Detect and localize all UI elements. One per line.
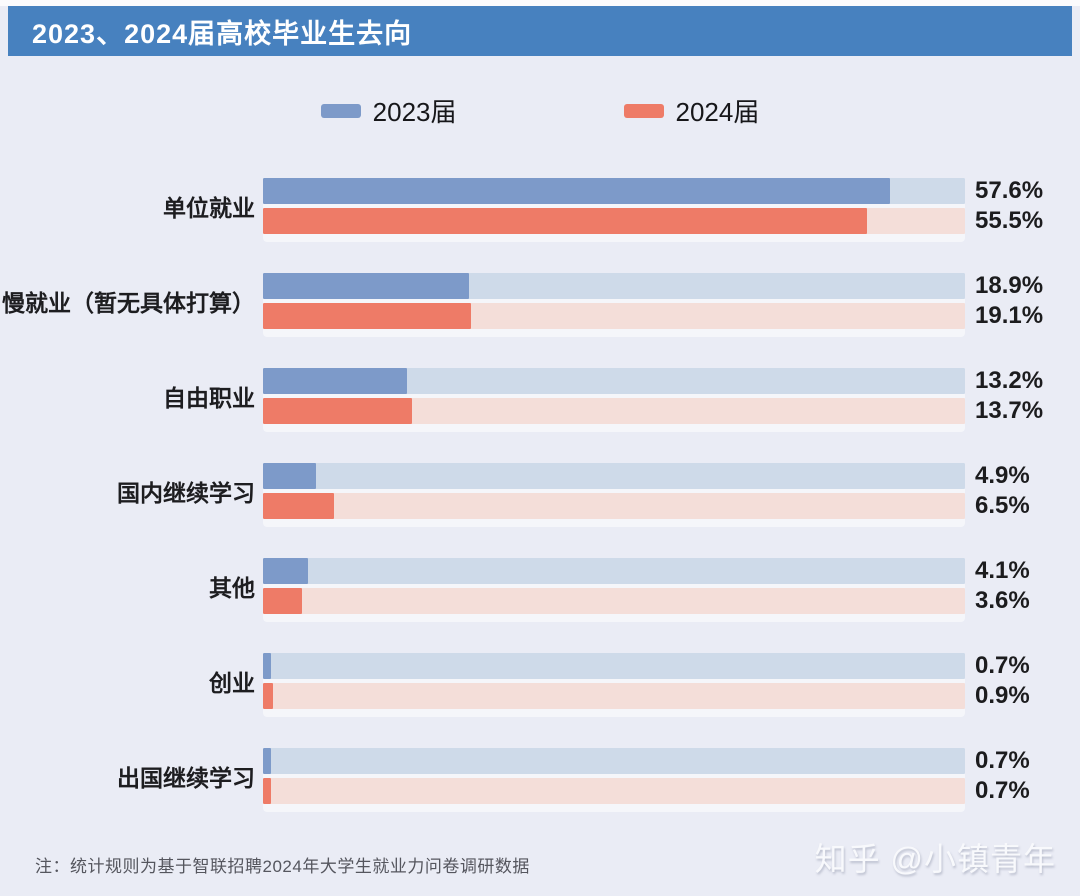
bar-track-2023 [263,463,965,489]
bar-track-2023 [263,653,965,679]
watermark: 知乎 @小镇青年 [814,841,1056,877]
bar-group: 出国继续学习 0.7% 0.7% [0,748,1080,843]
category-label: 出国继续学习 [117,765,255,791]
value-label-2024: 6.5% [975,492,1030,519]
bar-2023 [263,558,308,584]
footnote: 注：统计规则为基于智联招聘2024年大学生就业力问卷调研数据 [35,857,530,876]
value-labels: 4.1% 3.6% [975,558,1030,614]
value-labels: 4.9% 6.5% [975,463,1030,519]
value-label-2023: 0.7% [975,747,1030,774]
category-label: 自由职业 [163,385,255,411]
bar-track-2024 [263,398,965,424]
title-bar: 2023、2024届高校毕业生去向 [8,6,1072,56]
category-label: 其他 [209,575,255,601]
legend-item-2024: 2024届 [623,92,760,129]
value-label-2024: 13.7% [975,397,1044,424]
bar-pair [263,463,965,527]
value-labels: 0.7% 0.9% [975,653,1030,709]
category-label: 慢就业（暂无具体打算） [2,290,255,316]
bar-pair [263,558,965,622]
value-labels: 18.9% 19.1% [975,273,1043,329]
bar-2024 [263,588,303,614]
bar-2023 [263,463,317,489]
bar-pair [263,748,965,812]
bar-group: 创业 0.7% 0.9% [0,653,1080,748]
legend-label-2023: 2023届 [372,97,457,127]
value-label-2023: 4.1% [975,557,1030,584]
value-label-2024: 55.5% [975,207,1044,234]
value-labels: 0.7% 0.7% [975,748,1030,804]
bar-group: 其他 4.1% 3.6% [0,558,1080,653]
legend-swatch-2024-icon [623,103,664,118]
bar-track-2024 [263,778,965,804]
bar-track-2023 [263,178,965,204]
bar-track-2024 [263,303,965,329]
value-labels: 13.2% 13.7% [975,368,1043,424]
value-label-2024: 0.9% [975,682,1030,709]
bar-2024 [263,208,868,234]
bar-2024 [263,398,413,424]
bar-track-2024 [263,683,965,709]
bar-2023 [263,653,271,679]
bar-track-2023 [263,368,965,394]
value-label-2024: 3.6% [975,587,1030,614]
bar-2023 [263,368,407,394]
bar-2024 [263,778,271,804]
bar-track-2024 [263,208,965,234]
legend-label-2024: 2024届 [675,97,760,127]
bar-group: 自由职业 13.2% 13.7% [0,368,1080,463]
bar-pair [263,653,965,717]
value-label-2023: 18.9% [975,272,1044,299]
bar-chart: 单位就业 57.6% 55.5% 慢就业（暂无具体打算） 18.9% 19. [0,178,1080,843]
bar-group: 国内继续学习 4.9% 6.5% [0,463,1080,558]
value-label-2023: 57.6% [975,177,1044,204]
category-label: 国内继续学习 [117,480,255,506]
page-top-margin [0,0,1080,6]
legend-swatch-2023-icon [320,103,361,118]
legend-item-2023: 2023届 [320,92,457,129]
value-label-2024: 0.7% [975,777,1030,804]
bar-group: 慢就业（暂无具体打算） 18.9% 19.1% [0,273,1080,368]
bar-2024 [263,683,273,709]
bar-track-2023 [263,748,965,774]
bar-track-2023 [263,558,965,584]
bar-group: 单位就业 57.6% 55.5% [0,178,1080,273]
bar-pair [263,273,965,337]
bar-track-2024 [263,588,965,614]
bar-2023 [263,748,271,774]
bar-2023 [263,178,890,204]
value-label-2024: 19.1% [975,302,1044,329]
chart-title: 2023、2024届高校毕业生去向 [32,18,413,49]
category-label: 单位就业 [163,195,255,221]
bar-2023 [263,273,469,299]
bar-track-2024 [263,493,965,519]
bar-pair [263,368,965,432]
value-labels: 57.6% 55.5% [975,178,1043,234]
bar-2024 [263,303,471,329]
category-label: 创业 [209,670,255,696]
value-label-2023: 13.2% [975,367,1044,394]
bar-track-2023 [263,273,965,299]
value-label-2023: 4.9% [975,462,1030,489]
legend: 2023届 2024届 [0,92,1080,129]
value-label-2023: 0.7% [975,652,1030,679]
bar-pair [263,178,965,242]
bar-2024 [263,493,334,519]
